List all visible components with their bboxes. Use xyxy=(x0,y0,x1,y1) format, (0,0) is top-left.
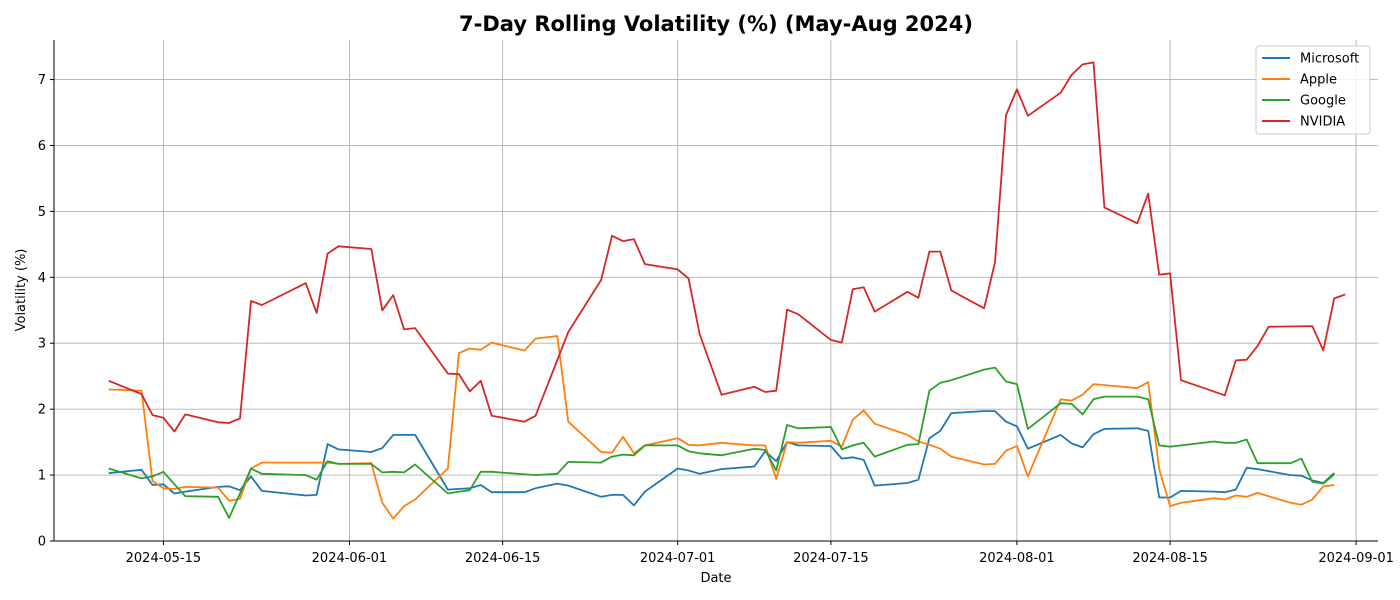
legend-label-nvidia: NVIDIA xyxy=(1300,115,1345,130)
legend: Microsoft Apple Google NVIDIA xyxy=(1255,45,1371,135)
x-ticks: 2024-05-15 2024-06-01 2024-06-15 2024-07-01… xyxy=(126,541,1394,566)
series-line-microsoft xyxy=(108,410,1335,507)
x-axis-label: Date xyxy=(700,571,731,586)
series-line-apple xyxy=(108,335,1335,520)
y-tick-label: 2 xyxy=(38,403,46,418)
y-ticks: 0 1 2 3 4 5 6 7 xyxy=(38,73,54,550)
x-tick-label: 2024-09-01 xyxy=(1318,551,1394,566)
x-tick-label: 2024-07-15 xyxy=(793,551,869,566)
axes xyxy=(53,40,1378,542)
x-tick-label: 2024-08-15 xyxy=(1132,551,1208,566)
x-tick-label: 2024-08-01 xyxy=(979,551,1055,566)
x-tick-label: 2024-05-15 xyxy=(126,551,202,566)
y-axis-label: Volatility (%) xyxy=(14,249,29,332)
y-tick-label: 0 xyxy=(38,535,46,550)
y-tick-label: 3 xyxy=(38,337,46,352)
legend-box xyxy=(1255,45,1371,135)
grid xyxy=(54,40,1378,542)
x-tick-label: 2024-07-01 xyxy=(640,551,716,566)
x-tick-label: 2024-06-15 xyxy=(465,551,541,566)
y-tick-label: 4 xyxy=(38,271,46,286)
y-tick-label: 5 xyxy=(38,205,46,220)
legend-label-google: Google xyxy=(1300,94,1346,109)
legend-label-apple: Apple xyxy=(1300,73,1337,88)
y-tick-label: 1 xyxy=(38,469,46,484)
series-line-google xyxy=(108,366,1335,519)
chart-title: 7-Day Rolling Volatility (%) (May-Aug 20… xyxy=(459,12,973,36)
legend-label-microsoft: Microsoft xyxy=(1300,52,1359,67)
y-tick-label: 6 xyxy=(38,139,46,154)
y-tick-label: 7 xyxy=(38,73,46,88)
series-lines xyxy=(108,61,1346,520)
x-tick-label: 2024-06-01 xyxy=(312,551,388,566)
series-line-nvidia xyxy=(108,61,1346,433)
